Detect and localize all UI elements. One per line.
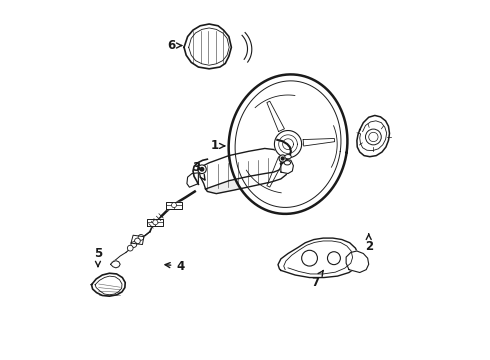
Circle shape [131,242,137,247]
Ellipse shape [284,161,291,165]
Text: 2: 2 [365,234,373,253]
Polygon shape [187,173,198,187]
Ellipse shape [285,154,291,159]
Polygon shape [147,219,163,226]
Polygon shape [229,75,347,214]
Polygon shape [111,261,120,268]
Polygon shape [346,251,368,273]
Text: 1: 1 [211,139,225,152]
Polygon shape [166,202,182,209]
Text: 4: 4 [165,260,185,273]
Polygon shape [303,139,335,146]
Text: 7: 7 [311,270,323,289]
Circle shape [368,132,378,141]
Polygon shape [205,165,288,194]
Circle shape [327,252,341,265]
Circle shape [302,250,318,266]
Polygon shape [278,238,359,278]
Text: 5: 5 [94,247,102,266]
Circle shape [127,245,133,251]
Polygon shape [267,157,284,187]
Polygon shape [131,235,144,244]
Circle shape [172,203,176,208]
Polygon shape [274,131,302,158]
Circle shape [279,155,286,162]
Circle shape [197,165,206,174]
Polygon shape [199,148,286,189]
Circle shape [366,129,381,145]
Circle shape [281,157,284,160]
Polygon shape [267,101,284,131]
Circle shape [153,220,158,225]
Circle shape [135,238,140,244]
Text: 3: 3 [193,161,205,180]
Text: 6: 6 [168,39,182,52]
Polygon shape [184,24,231,69]
Circle shape [138,234,144,240]
Polygon shape [281,159,294,174]
Polygon shape [92,273,125,296]
Polygon shape [357,116,390,157]
Circle shape [200,167,204,171]
